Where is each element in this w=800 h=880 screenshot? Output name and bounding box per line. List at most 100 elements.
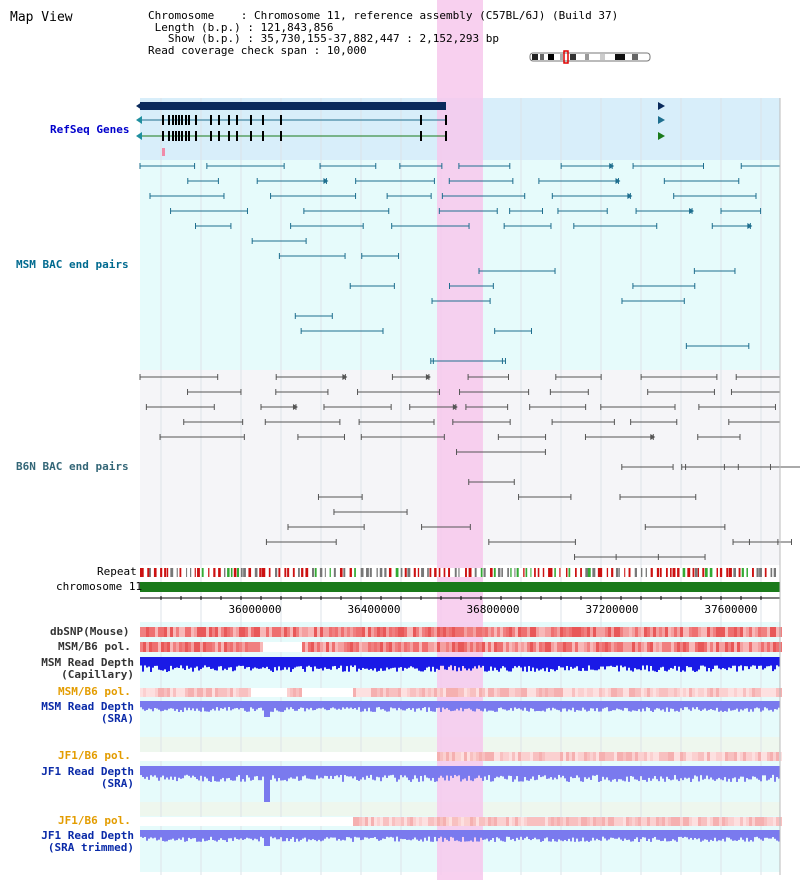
dbsnp-mark [578, 627, 581, 637]
jf1-depth-trim-bar [440, 830, 442, 837]
exon-mark [185, 115, 187, 125]
jf1-depth-trim-bar [448, 830, 450, 842]
jf1-depth-trim-bar [406, 830, 408, 840]
jf1-depth-bar [714, 766, 716, 781]
dbsnp-mark [236, 627, 239, 637]
msm-pol2-mark [548, 688, 551, 697]
msm-depth-capillary-bar [754, 657, 756, 666]
msm-pol-mark [605, 642, 608, 652]
jf1-depth-bar [218, 766, 220, 782]
msm-pol-mark [758, 642, 761, 652]
msm-depth-capillary-bar [252, 657, 254, 669]
jf1-pol-mark [578, 752, 581, 761]
jf1-pol2-mark [635, 817, 638, 826]
repeat-mark [611, 568, 614, 577]
msm-depth-capillary-bar [182, 657, 184, 669]
msm-depth-capillary-bar [550, 657, 552, 670]
dbsnp-mark [383, 627, 386, 637]
msm-pol2-mark [272, 688, 275, 697]
jf1-depth-trim-bar [650, 830, 652, 842]
jf1-pol-mark [701, 752, 704, 761]
dbsnp-mark [272, 627, 275, 637]
msm-pol-mark [218, 642, 221, 652]
msm-pol-mark [449, 642, 452, 652]
msm-depth-sra-bar [290, 701, 292, 708]
jf1-depth-trim-bar [764, 830, 766, 838]
jf1-depth-trim-bar [518, 830, 520, 840]
msm-pol-mark [419, 642, 422, 652]
jf1-pol-mark [539, 752, 542, 761]
msm-pol2-mark [533, 688, 536, 697]
msm-pol2-mark [317, 688, 320, 697]
jf1-pol2-mark [557, 817, 560, 826]
msm-depth-sra-bar [624, 701, 626, 708]
msm-depth-sra-bar [204, 701, 206, 712]
jf1-pol-mark [422, 752, 425, 761]
jf1-pol2-mark [170, 817, 173, 826]
jf1-depth-bar [660, 766, 662, 777]
dbsnp-mark [404, 627, 407, 637]
msm-depth-capillary-bar [590, 657, 592, 670]
jf1-pol2-mark [515, 817, 518, 826]
msm-depth-sra-bar [412, 701, 414, 709]
repeat-mark [319, 568, 323, 577]
msm-depth-sra-bar [686, 701, 688, 708]
repeat-mark [427, 568, 429, 577]
jf1-depth-bar [656, 766, 658, 780]
jf1-depth-trim-bar [490, 830, 492, 840]
msm-pol-mark [629, 642, 632, 652]
msm-depth-sra-bar [350, 701, 352, 708]
dbsnp-mark [329, 627, 332, 637]
jf1-depth-trim-bar [720, 830, 722, 841]
jf1-depth-bar [404, 766, 406, 776]
msm-pol-mark [479, 642, 482, 652]
msm-pol2-mark [680, 688, 683, 697]
jf1-depth-trim-bar [470, 830, 472, 841]
dbsnp-mark [266, 627, 269, 637]
jf1-depth-trim-bar [236, 830, 238, 840]
jf1-depth-trim-bar [162, 830, 164, 841]
track-label-b6n-bac[interactable]: B6N BAC end pairs [16, 460, 129, 473]
jf1-depth-trim-bar [698, 830, 700, 839]
jf1-depth-bar [446, 766, 448, 776]
jf1-depth-trim-bar [314, 830, 316, 841]
jf1-pol-mark [536, 752, 539, 761]
jf1-depth-bar [638, 766, 640, 782]
jf1-depth-bar [346, 766, 348, 777]
jf1-pol2-mark [260, 817, 263, 826]
jf1-depth-trim-bar [482, 830, 484, 840]
dbsnp-mark [392, 627, 395, 637]
msm-pol-mark [413, 642, 416, 652]
jf1-pol-mark [305, 752, 308, 761]
msm-pol2-mark [503, 688, 506, 697]
repeat-track [140, 568, 780, 577]
dbsnp-mark [338, 627, 341, 637]
msm-depth-capillary-bar [694, 657, 696, 672]
jf1-depth-trim-bar [520, 830, 522, 837]
msm-pol-mark [383, 642, 386, 652]
jf1-pol-mark [509, 752, 512, 761]
jf1-depth-trim-bar [710, 830, 712, 840]
msm-depth-sra-bar [306, 701, 308, 709]
msm-pol-mark [455, 642, 458, 652]
repeat-mark [752, 568, 754, 577]
jf1-depth-trim-bar [722, 830, 724, 839]
msm-pol2-mark [248, 688, 251, 697]
jf1-pol2-mark [446, 817, 449, 826]
jf1-pol-mark [212, 752, 215, 761]
msm-pol-mark [647, 642, 650, 652]
dbsnp-mark [560, 627, 563, 637]
msm-pol-mark [512, 642, 515, 652]
jf1-depth-trim-bar [326, 830, 328, 838]
jf1-depth-bar [254, 766, 256, 777]
track-label-msm-bac[interactable]: MSM BAC end pairs [16, 258, 129, 271]
msm-depth-capillary-bar [634, 657, 636, 669]
jf1-pol-mark [215, 752, 218, 761]
msm-pol2-mark [410, 688, 413, 697]
msm-depth-sra-bar [310, 701, 312, 708]
track-label-refseq[interactable]: RefSeq Genes [50, 123, 130, 136]
jf1-depth-trim-bar [468, 830, 470, 842]
msm-bac-pair-arrow [689, 208, 695, 214]
repeat-mark [305, 568, 309, 577]
